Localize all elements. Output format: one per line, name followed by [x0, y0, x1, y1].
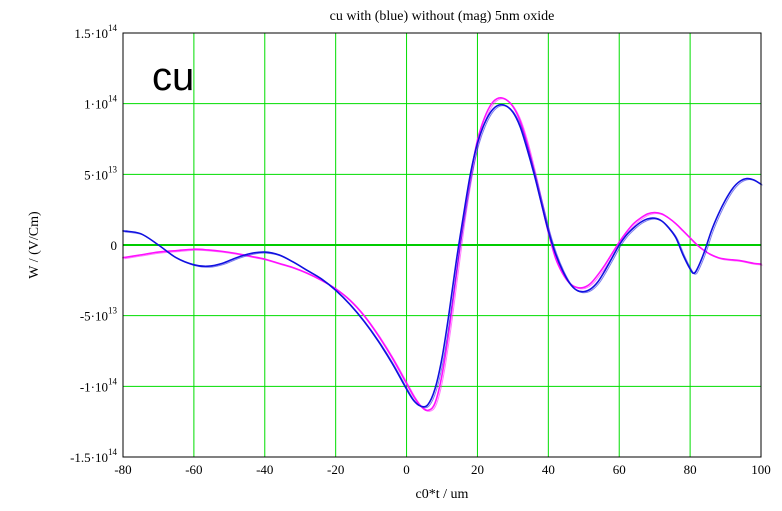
series-line-blue-shadow: [124, 105, 763, 409]
series-line-blue: [122, 103, 762, 408]
x-tick-label: -80: [114, 462, 131, 477]
chart-title: cu with (blue) without (mag) 5nm oxide: [330, 9, 555, 24]
y-tick-label: 1·1014: [84, 94, 117, 112]
y-tick-label: 5·1013: [84, 164, 117, 182]
series-layer: [122, 96, 763, 412]
x-tick-label: -60: [185, 462, 202, 477]
x-tick-label: 0: [403, 462, 410, 477]
x-tick-label: 40: [542, 462, 555, 477]
y-tick-label: 1.5·1014: [74, 23, 117, 41]
x-tick-label: -20: [327, 462, 344, 477]
tick-layer: -80 -60 -40 -20 0 20 40 60 80 100 1.5·1014 1·1014 5·…: [70, 23, 771, 477]
x-tick-label: -40: [256, 462, 273, 477]
x-tick-label: 100: [751, 462, 771, 477]
y-tick-label: -1·1014: [80, 376, 118, 394]
y-axis-title: W / (V/Cm): [27, 211, 42, 279]
y-tick-label: 0: [111, 238, 118, 253]
y-tick-label: -5·1013: [80, 306, 118, 324]
plot-frame: [122, 32, 762, 458]
series-line-magenta: [122, 96, 762, 412]
series-line-magenta-shadow: [124, 98, 763, 412]
grid-layer: [123, 33, 761, 457]
x-axis-title: c0*t / um: [416, 487, 469, 502]
x-tick-label: 20: [471, 462, 484, 477]
x-tick-label: 60: [613, 462, 626, 477]
x-tick-label: 80: [684, 462, 697, 477]
panel-label: cu: [152, 55, 194, 99]
y-tick-label: -1.5·1014: [70, 447, 117, 465]
